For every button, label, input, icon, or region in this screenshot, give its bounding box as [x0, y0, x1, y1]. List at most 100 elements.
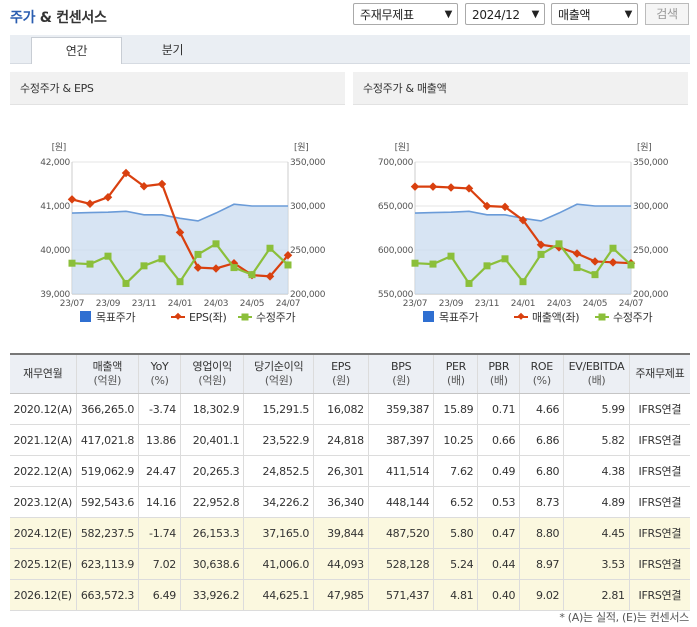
x-tick-label: 24/05 [583, 299, 607, 309]
table-row: 2026.12(E) 663,572.3 6.49 33,926.2 44,625.1 4… [10, 579, 690, 611]
search-button[interactable]: 검색 [645, 3, 689, 25]
table-cell: 2026.12(E) [10, 579, 77, 611]
table-cell: 10.25 [433, 424, 478, 456]
legend-label: 목표주가 [96, 311, 135, 324]
legend-swatch-square [598, 313, 606, 321]
table-cell: 44,093 [313, 548, 369, 580]
table-cell: 4.45 [563, 517, 630, 549]
table-cell: 33,926.2 [179, 579, 244, 611]
tab-quarterly[interactable]: 분기 [161, 43, 184, 57]
legend-swatch-diamond [174, 312, 182, 320]
table-cell: 24,852.5 [243, 455, 314, 487]
table-cell: 4.66 [519, 393, 564, 425]
table-cell: 13.86 [138, 424, 181, 456]
table-header-row: 재무연월 매출액 (억원) YoY (%) 영업이익 (억원) 당기순이익 (억원) EPS (원)… [10, 353, 690, 394]
x-tick-label: 24/05 [240, 299, 264, 309]
column-header: YoY (%) [138, 353, 181, 394]
data-point-diamond [500, 202, 510, 212]
left-tick-label: 39,000 [40, 290, 70, 300]
legend-label: 수정주가 [613, 311, 652, 324]
data-point-diamond [85, 199, 95, 209]
column-header-unit: (억원) [93, 374, 122, 387]
table-row: 2022.12(A) 519,062.9 24.47 20,265.3 24,852.5… [10, 455, 690, 487]
table-cell: 0.71 [477, 393, 520, 425]
table-cell: 20,401.1 [179, 424, 244, 456]
table-cell: 30,638.6 [179, 548, 244, 580]
period-value: 2024/12 [472, 8, 520, 22]
table-cell: 4.81 [433, 579, 478, 611]
data-point-square [609, 244, 617, 252]
table-cell: 4.38 [563, 455, 630, 487]
data-point-square [447, 252, 455, 260]
table-cell: 9.02 [519, 579, 564, 611]
left-axis-unit: [원] [395, 142, 409, 153]
legend-swatch-target [423, 311, 434, 322]
data-point-square [122, 279, 130, 287]
chart-panel-eps: 수정주가 & EPS [원] [원] 42,000 41,000 40,000 39,00… [10, 72, 345, 340]
column-header: EPS (원) [313, 353, 369, 394]
table-cell: 592,543.6 [75, 486, 139, 518]
table-cell: IFRS연결 [628, 455, 690, 487]
table-cell: 4.89 [563, 486, 630, 518]
data-point-square [519, 278, 527, 286]
legend-swatch-diamond [517, 312, 525, 320]
table-cell: 23,522.9 [243, 424, 314, 456]
table-cell: 6.80 [519, 455, 564, 487]
period-select[interactable]: 2024/12 ▼ [465, 3, 545, 25]
chevron-down-icon: ▼ [531, 9, 540, 20]
statement-type-select[interactable]: 주재무제표 ▼ [353, 3, 458, 25]
column-header: PER (배) [433, 353, 478, 394]
chart-sales: [원] [원] 700,000 650,000 600,000 550,000 350,00… [378, 142, 669, 324]
column-header-label: YoY [150, 360, 169, 373]
table-cell: 528,128 [367, 548, 434, 580]
left-tick-label: 42,000 [40, 158, 70, 168]
table-cell: 20,265.3 [179, 455, 244, 487]
table-cell: 0.53 [477, 486, 520, 518]
table-cell: -1.74 [138, 517, 181, 549]
column-header-label: PBR [488, 360, 510, 373]
column-header: 당기순이익 (억원) [243, 353, 314, 394]
column-header-unit: (%) [532, 374, 551, 387]
chevron-down-icon: ▼ [624, 9, 633, 20]
data-point-square [465, 279, 473, 287]
table-cell: 6.52 [433, 486, 478, 518]
table-cell: IFRS연결 [628, 548, 690, 580]
legend-swatch-square [241, 313, 249, 321]
right-tick-label: 300,000 [633, 202, 669, 212]
tab-annual[interactable]: 연간 [31, 37, 122, 64]
data-point-diamond [482, 201, 492, 211]
x-tick-label: 23/07 [60, 299, 84, 309]
table-cell: 571,437 [367, 579, 434, 611]
table-cell: 36,340 [313, 486, 369, 518]
data-point-square [555, 240, 563, 248]
data-point-square [537, 250, 545, 258]
column-header-label: 당기순이익 [254, 360, 304, 373]
data-point-diamond [193, 263, 203, 272]
x-tick-label: 24/07 [619, 299, 643, 309]
table-cell: IFRS연결 [628, 486, 690, 518]
column-header-label: BPS [390, 360, 412, 373]
data-point-square [68, 259, 76, 267]
column-header-label: 매출액 [92, 360, 123, 373]
column-header: EV/EBITDA (배) [563, 353, 630, 394]
data-point-square [230, 264, 238, 272]
column-header-unit: (배) [489, 374, 508, 387]
page-title: 주가 & 컨센서스 [10, 7, 107, 27]
table-cell: 24,818 [313, 424, 369, 456]
table-cell: IFRS연결 [628, 517, 690, 549]
table-cell: 47,985 [313, 579, 369, 611]
table-cell: 7.02 [138, 548, 181, 580]
right-tick-label: 350,000 [290, 158, 326, 168]
table-cell: 41,006.0 [243, 548, 314, 580]
table-cell: 0.66 [477, 424, 520, 456]
table-cell: 366,265.0 [75, 393, 139, 425]
column-header: 재무연월 [10, 353, 77, 394]
metric-select[interactable]: 매출액 ▼ [551, 3, 638, 25]
column-header: BPS (원) [367, 353, 434, 394]
data-point-square [194, 250, 202, 258]
x-tick-label: 24/07 [276, 299, 300, 309]
data-point-diamond [590, 257, 600, 266]
data-point-square [501, 255, 509, 263]
table-cell: 0.49 [477, 455, 520, 487]
financial-table: 재무연월 매출액 (억원) YoY (%) 영업이익 (억원) 당기순이익 (억원) EPS (원)… [10, 353, 690, 611]
